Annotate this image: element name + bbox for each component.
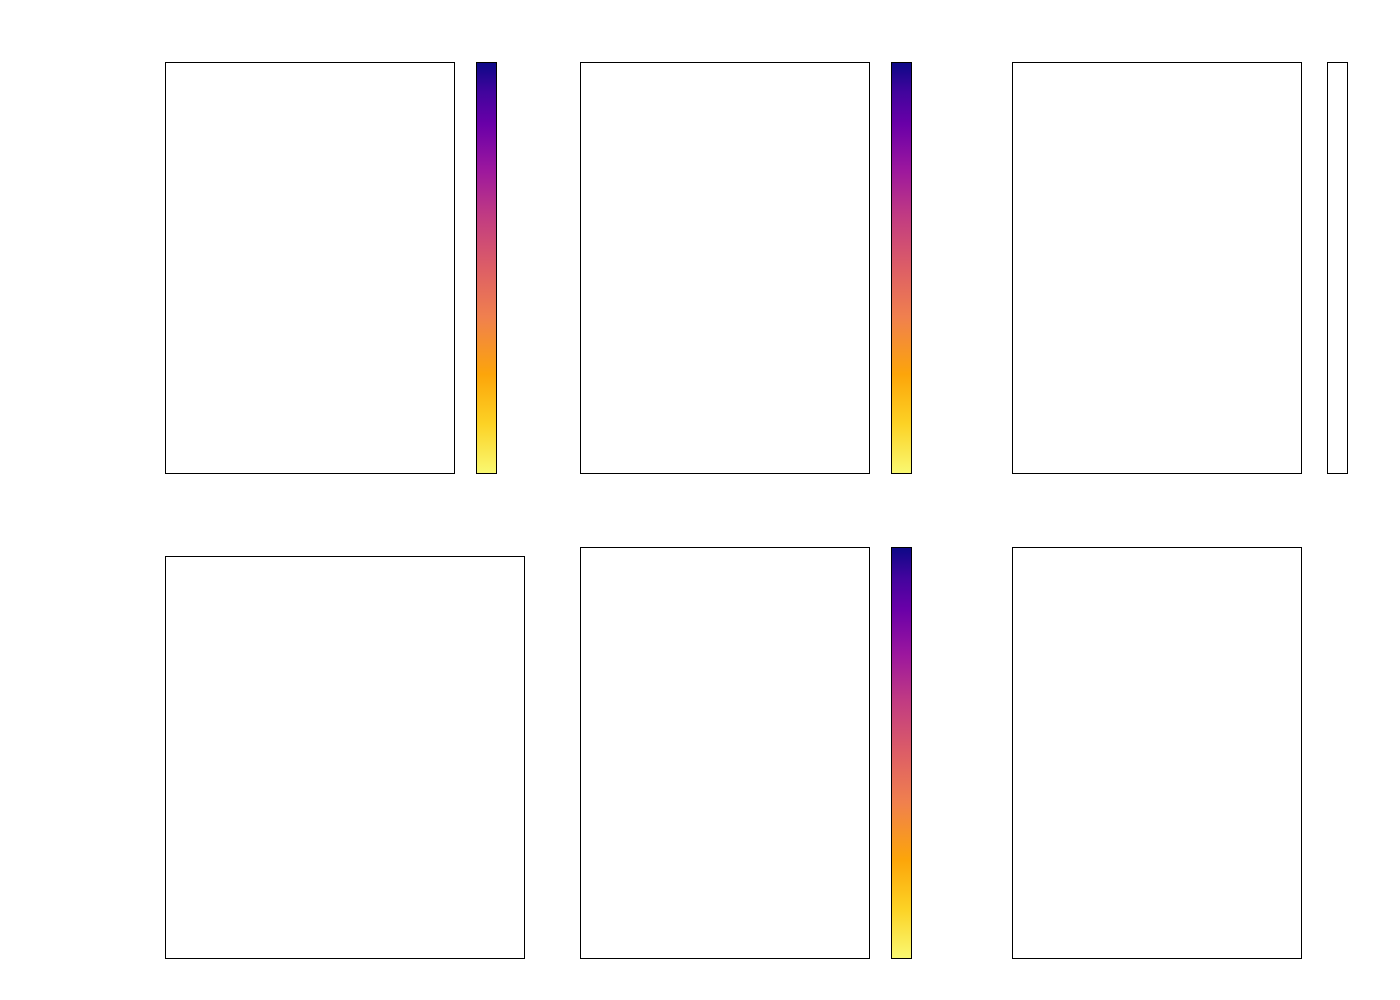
panel-temp-axes[interactable]	[165, 62, 455, 474]
panel-temp-colorbar[interactable]	[476, 62, 497, 474]
panel-temp-adjusted-qc-colorbar[interactable]	[1327, 62, 1348, 474]
panel-mode-axes[interactable]	[165, 556, 525, 959]
panel-temp-adjusted-qc-axes[interactable]	[1012, 62, 1302, 474]
panel-bgcargoplus-colorbar[interactable]	[891, 547, 912, 959]
panel-bgcargoplus-axes[interactable]	[580, 547, 870, 959]
panel-temp-adjusted-axes[interactable]	[580, 62, 870, 474]
panel-temp-adjusted-colorbar[interactable]	[891, 62, 912, 474]
panel-outliers-removed-axes[interactable]	[1012, 547, 1302, 959]
